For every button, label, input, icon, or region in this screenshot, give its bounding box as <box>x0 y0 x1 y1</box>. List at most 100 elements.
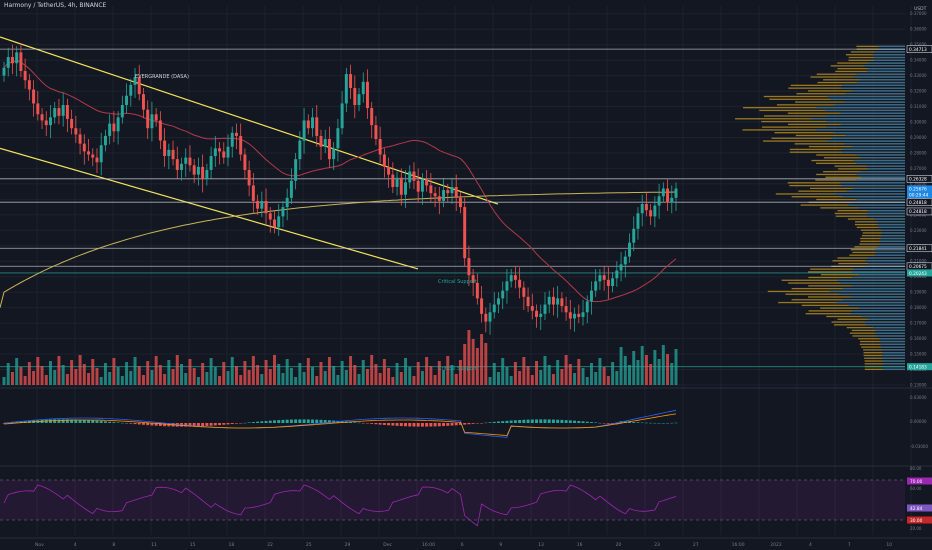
macd-histogram-bar <box>374 423 378 425</box>
volume-bar <box>623 356 627 385</box>
macd-histogram-bar <box>556 419 560 423</box>
volume-bar <box>467 330 471 385</box>
candle-up <box>49 117 52 126</box>
volume-bar <box>294 377 298 385</box>
volume-bar <box>530 375 534 385</box>
profile-bar-up <box>873 218 905 220</box>
macd-histogram-bar <box>196 423 200 427</box>
profile-bar-up <box>831 137 905 139</box>
volume-bar <box>175 355 179 385</box>
price-badge-label: 0.14183 <box>909 364 927 370</box>
macd-histogram-bar <box>399 423 403 427</box>
time-tick: 7 <box>848 542 851 548</box>
time-tick: 16:00 <box>422 542 435 548</box>
candle-up <box>674 188 678 198</box>
candle-down <box>268 213 272 220</box>
macd-histogram-bar <box>594 422 598 423</box>
volume-bar <box>243 361 247 385</box>
volume-bar <box>82 364 86 385</box>
macd-histogram-bar <box>15 421 19 423</box>
profile-bar-up <box>879 338 905 340</box>
time-tick: 16 <box>577 542 583 548</box>
time-tick: 11 <box>151 542 157 548</box>
volume-bar <box>36 357 40 385</box>
volume-bar <box>141 375 145 385</box>
macd-histogram-bar <box>661 422 665 424</box>
grid-lines <box>0 6 912 535</box>
volume-bar <box>302 372 306 385</box>
macd-histogram-bar <box>306 419 310 423</box>
candle-down <box>146 109 150 129</box>
candle-down <box>163 140 167 157</box>
profile-bar-up <box>852 145 905 148</box>
time-axis[interactable]: Nov 4 8 11 15 18 22 25 29 Dec 16:00 6 9 13 16 20 23 27 16:… <box>0 537 932 548</box>
volume-bar <box>661 345 665 385</box>
candle-up <box>556 298 560 305</box>
currency-label: USDT <box>914 6 927 12</box>
candle-up <box>408 171 412 183</box>
volume-bar <box>454 374 458 385</box>
macd-histogram-bar <box>365 423 369 424</box>
volume-bar <box>15 358 19 385</box>
profile-bar-up <box>842 287 905 290</box>
macd-histogram-bar <box>268 420 272 423</box>
volume-bar <box>412 376 416 385</box>
profile-bar-up <box>872 326 905 329</box>
profile-bar-up <box>847 204 905 206</box>
candle-down <box>353 87 357 106</box>
volume-bar <box>526 366 530 385</box>
volume-bar <box>125 362 129 385</box>
profile-bar-up <box>882 363 905 365</box>
macd-histogram-bar <box>349 421 353 423</box>
time-tick: 16:00 <box>732 542 745 548</box>
volume-bar <box>539 370 543 385</box>
profile-bar-up <box>875 248 905 251</box>
volume-bar <box>543 356 547 385</box>
candle-down <box>437 196 441 201</box>
volume-bar <box>315 376 319 385</box>
macd-histogram-bar <box>302 419 306 423</box>
profile-bar-up <box>815 129 905 131</box>
candle-up <box>442 190 446 201</box>
profile-bar-up <box>881 349 905 351</box>
candle-up <box>277 216 281 228</box>
candle-down <box>70 118 74 129</box>
candle-up <box>6 57 10 68</box>
candle-down <box>513 275 517 280</box>
macd-histogram-bar <box>543 419 547 423</box>
volume-bar <box>404 358 407 385</box>
profile-bar-up <box>858 307 905 309</box>
candle-up <box>585 301 589 313</box>
profile-bar-up <box>880 237 905 240</box>
macd-histogram-bar <box>125 423 129 424</box>
candle-down <box>425 179 429 186</box>
volume-bar <box>442 370 446 385</box>
volume-bar <box>281 373 285 385</box>
macd-histogram-bar <box>327 420 331 423</box>
macd-histogram-bar <box>577 420 581 423</box>
profile-bar-up <box>840 87 905 89</box>
candle-down <box>399 177 403 195</box>
profile-bar-up <box>865 260 905 262</box>
candle-down <box>602 275 606 280</box>
volume-bar <box>129 371 133 385</box>
candle-down <box>370 108 374 126</box>
volume-bar <box>640 346 644 385</box>
volume-bar <box>319 362 323 385</box>
volume-bar <box>6 363 10 385</box>
volume-bar <box>463 344 467 385</box>
candle-up <box>99 145 103 163</box>
candle-down <box>412 171 416 181</box>
candle-down <box>40 114 44 121</box>
volume-bar <box>184 373 188 385</box>
profile-bar-up <box>867 257 905 259</box>
profile-bar-up <box>867 68 905 70</box>
volume-bar <box>10 372 14 385</box>
candle-up <box>125 95 129 106</box>
volume-bar <box>344 370 348 385</box>
volume-bar <box>598 358 602 385</box>
candle-up <box>357 94 361 106</box>
macd-histogram-bar <box>585 421 589 423</box>
annotation-evergrande: EVERGRANDE (DASA) <box>135 74 189 80</box>
